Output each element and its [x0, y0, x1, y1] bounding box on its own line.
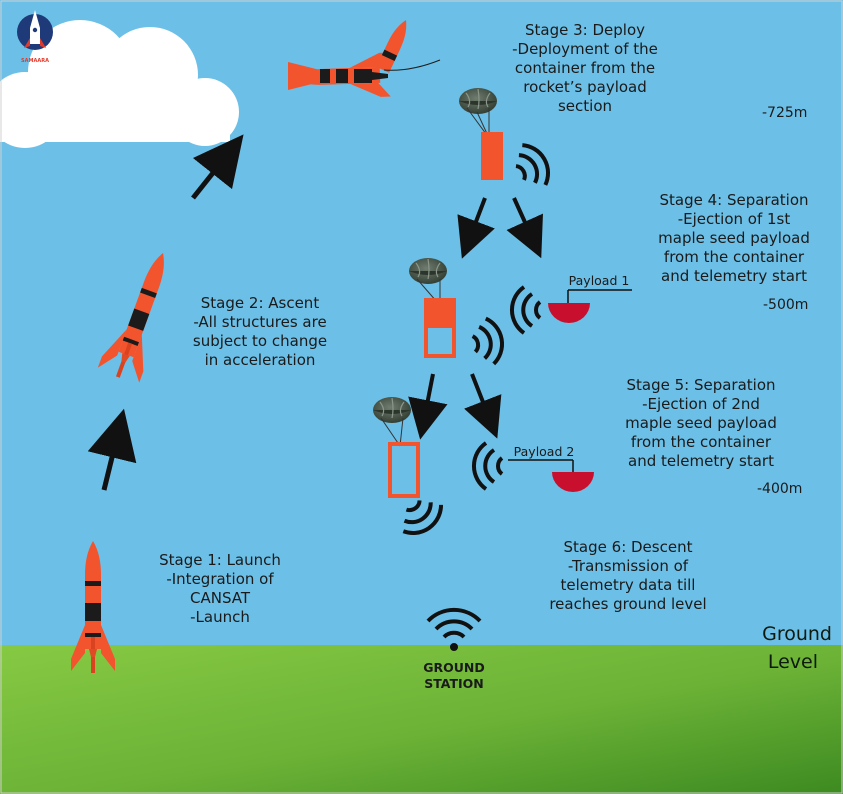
stage-4-line-2: maple seed payload [658, 229, 810, 247]
ground-station-line-2: STATION [424, 676, 484, 691]
stage-3-line-3: rocket’s payload [523, 78, 647, 96]
stage-3-line-1: -Deployment of the [512, 40, 658, 58]
stage-4-title: Stage 4: Separation [659, 191, 809, 209]
stage-5-text: Stage 5: Separation -Ejection of 2nd map… [603, 376, 799, 471]
stage-6-line-2: telemetry data till [560, 576, 696, 594]
split-arrow-left-2 [408, 373, 448, 440]
container-parachute-2 [408, 257, 508, 369]
stage-1-title: Stage 1: Launch [159, 551, 281, 569]
payload-2-dome [471, 441, 594, 492]
stage-1-text: Stage 1: Launch -Integration of CANSAT -… [140, 551, 300, 627]
ground-station-icon [426, 607, 482, 651]
ground-level-label: Ground Level [720, 620, 832, 676]
stage-2-text: Stage 2: Ascent -All structures are subj… [170, 294, 350, 370]
stage-2-title: Stage 2: Ascent [200, 294, 320, 312]
stage-4-line-4: and telemetry start [661, 267, 807, 285]
stage-5-line-4: and telemetry start [628, 452, 774, 470]
stage-6-text: Stage 6: Descent -Transmission of teleme… [528, 538, 728, 614]
ascent-arrow-1 [87, 408, 137, 491]
stage-3-title: Stage 3: Deploy [525, 21, 645, 39]
stage-3-line-2: container from the [514, 59, 656, 77]
stage-1-line-1: -Integration of [166, 570, 274, 588]
cloud [0, 20, 239, 148]
stage-2-line-3: in acceleration [204, 351, 316, 369]
stage-5-line-2: maple seed payload [625, 414, 777, 432]
payload-1-dome [509, 285, 632, 335]
stage-5-line-1: -Ejection of 2nd [642, 395, 760, 413]
stage-6-title: Stage 6: Descent [563, 538, 693, 556]
stage-4-text: Stage 4: Separation -Ejection of 1st map… [636, 191, 832, 286]
svg-text:SAMAARA: SAMAARA [21, 58, 49, 64]
ascent-arrow-2 [191, 134, 244, 200]
stage-1-line-2: CANSAT [189, 589, 250, 607]
samaara-logo: SAMAARA [17, 10, 53, 64]
ground-level-line-1: Ground [762, 623, 832, 645]
ground-station-label: GROUND STATION [404, 660, 504, 692]
container-parachute-1 [458, 87, 558, 195]
ground-station-line-1: GROUND [423, 660, 485, 675]
stage-6-line-1: -Transmission of [567, 557, 689, 575]
stage-6-line-3: reaches ground level [549, 595, 707, 613]
payload-2-label: Payload 2 [513, 444, 575, 459]
payload-1-label: Payload 1 [568, 273, 630, 288]
altitude-725m: -725m [762, 105, 808, 121]
stage-2-line-2: subject to change [192, 332, 328, 350]
container-parachute-3 [372, 396, 450, 544]
stage-2-line-1: -All structures are [193, 313, 327, 331]
deploy-rocket [288, 20, 441, 97]
stage-3-line-4: section [557, 97, 613, 115]
stage-4-line-3: from the container [663, 248, 805, 266]
ground-level-line-2: Level [767, 651, 818, 673]
altitude-500m: -500m [763, 297, 809, 313]
stage-4-line-1: -Ejection of 1st [677, 210, 791, 228]
stage-3-text: Stage 3: Deploy -Deployment of the conta… [490, 21, 680, 116]
split-arrow-right-2 [464, 373, 502, 439]
split-arrow-left-1 [457, 197, 495, 259]
stage-5-title: Stage 5: Separation [626, 376, 776, 394]
altitude-400m: -400m [757, 481, 803, 497]
stage-5-line-3: from the container [630, 433, 772, 451]
stage-1-line-3: -Launch [190, 608, 250, 626]
ground-area [0, 645, 843, 794]
split-arrow-right-1 [506, 197, 543, 259]
